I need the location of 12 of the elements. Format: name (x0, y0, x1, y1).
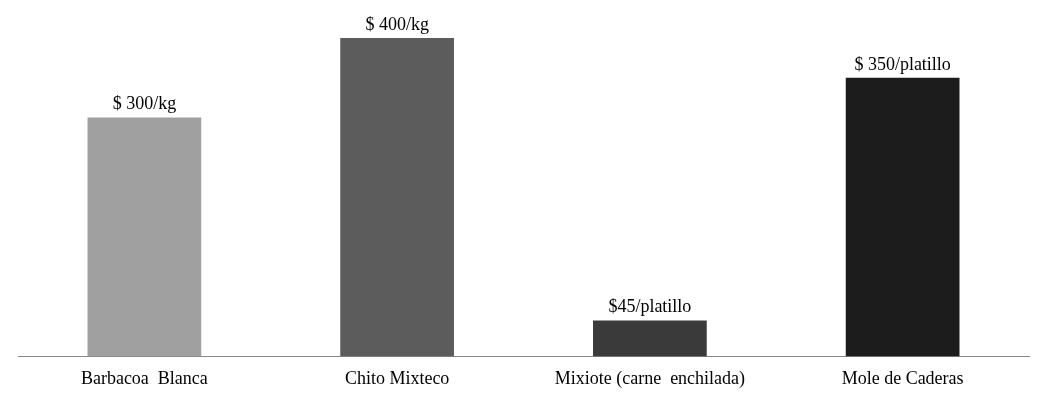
bar (845, 77, 960, 357)
data-label: $ 400/kg (365, 13, 429, 34)
x-tick-label: Mixiote (carne enchilada) (554, 367, 746, 389)
x-tick-label: Chito Mixteco (344, 367, 450, 388)
bar (593, 320, 707, 357)
data-label: $ 350/platillo (854, 53, 951, 74)
bar (340, 38, 454, 357)
data-label: $ 300/kg (112, 93, 177, 114)
bar (87, 117, 202, 357)
data-label: $45/platillo (608, 296, 692, 317)
x-tick-label: Mole de Caderas (841, 367, 964, 388)
x-tick-label: Barbacoa Blanca (80, 367, 208, 388)
